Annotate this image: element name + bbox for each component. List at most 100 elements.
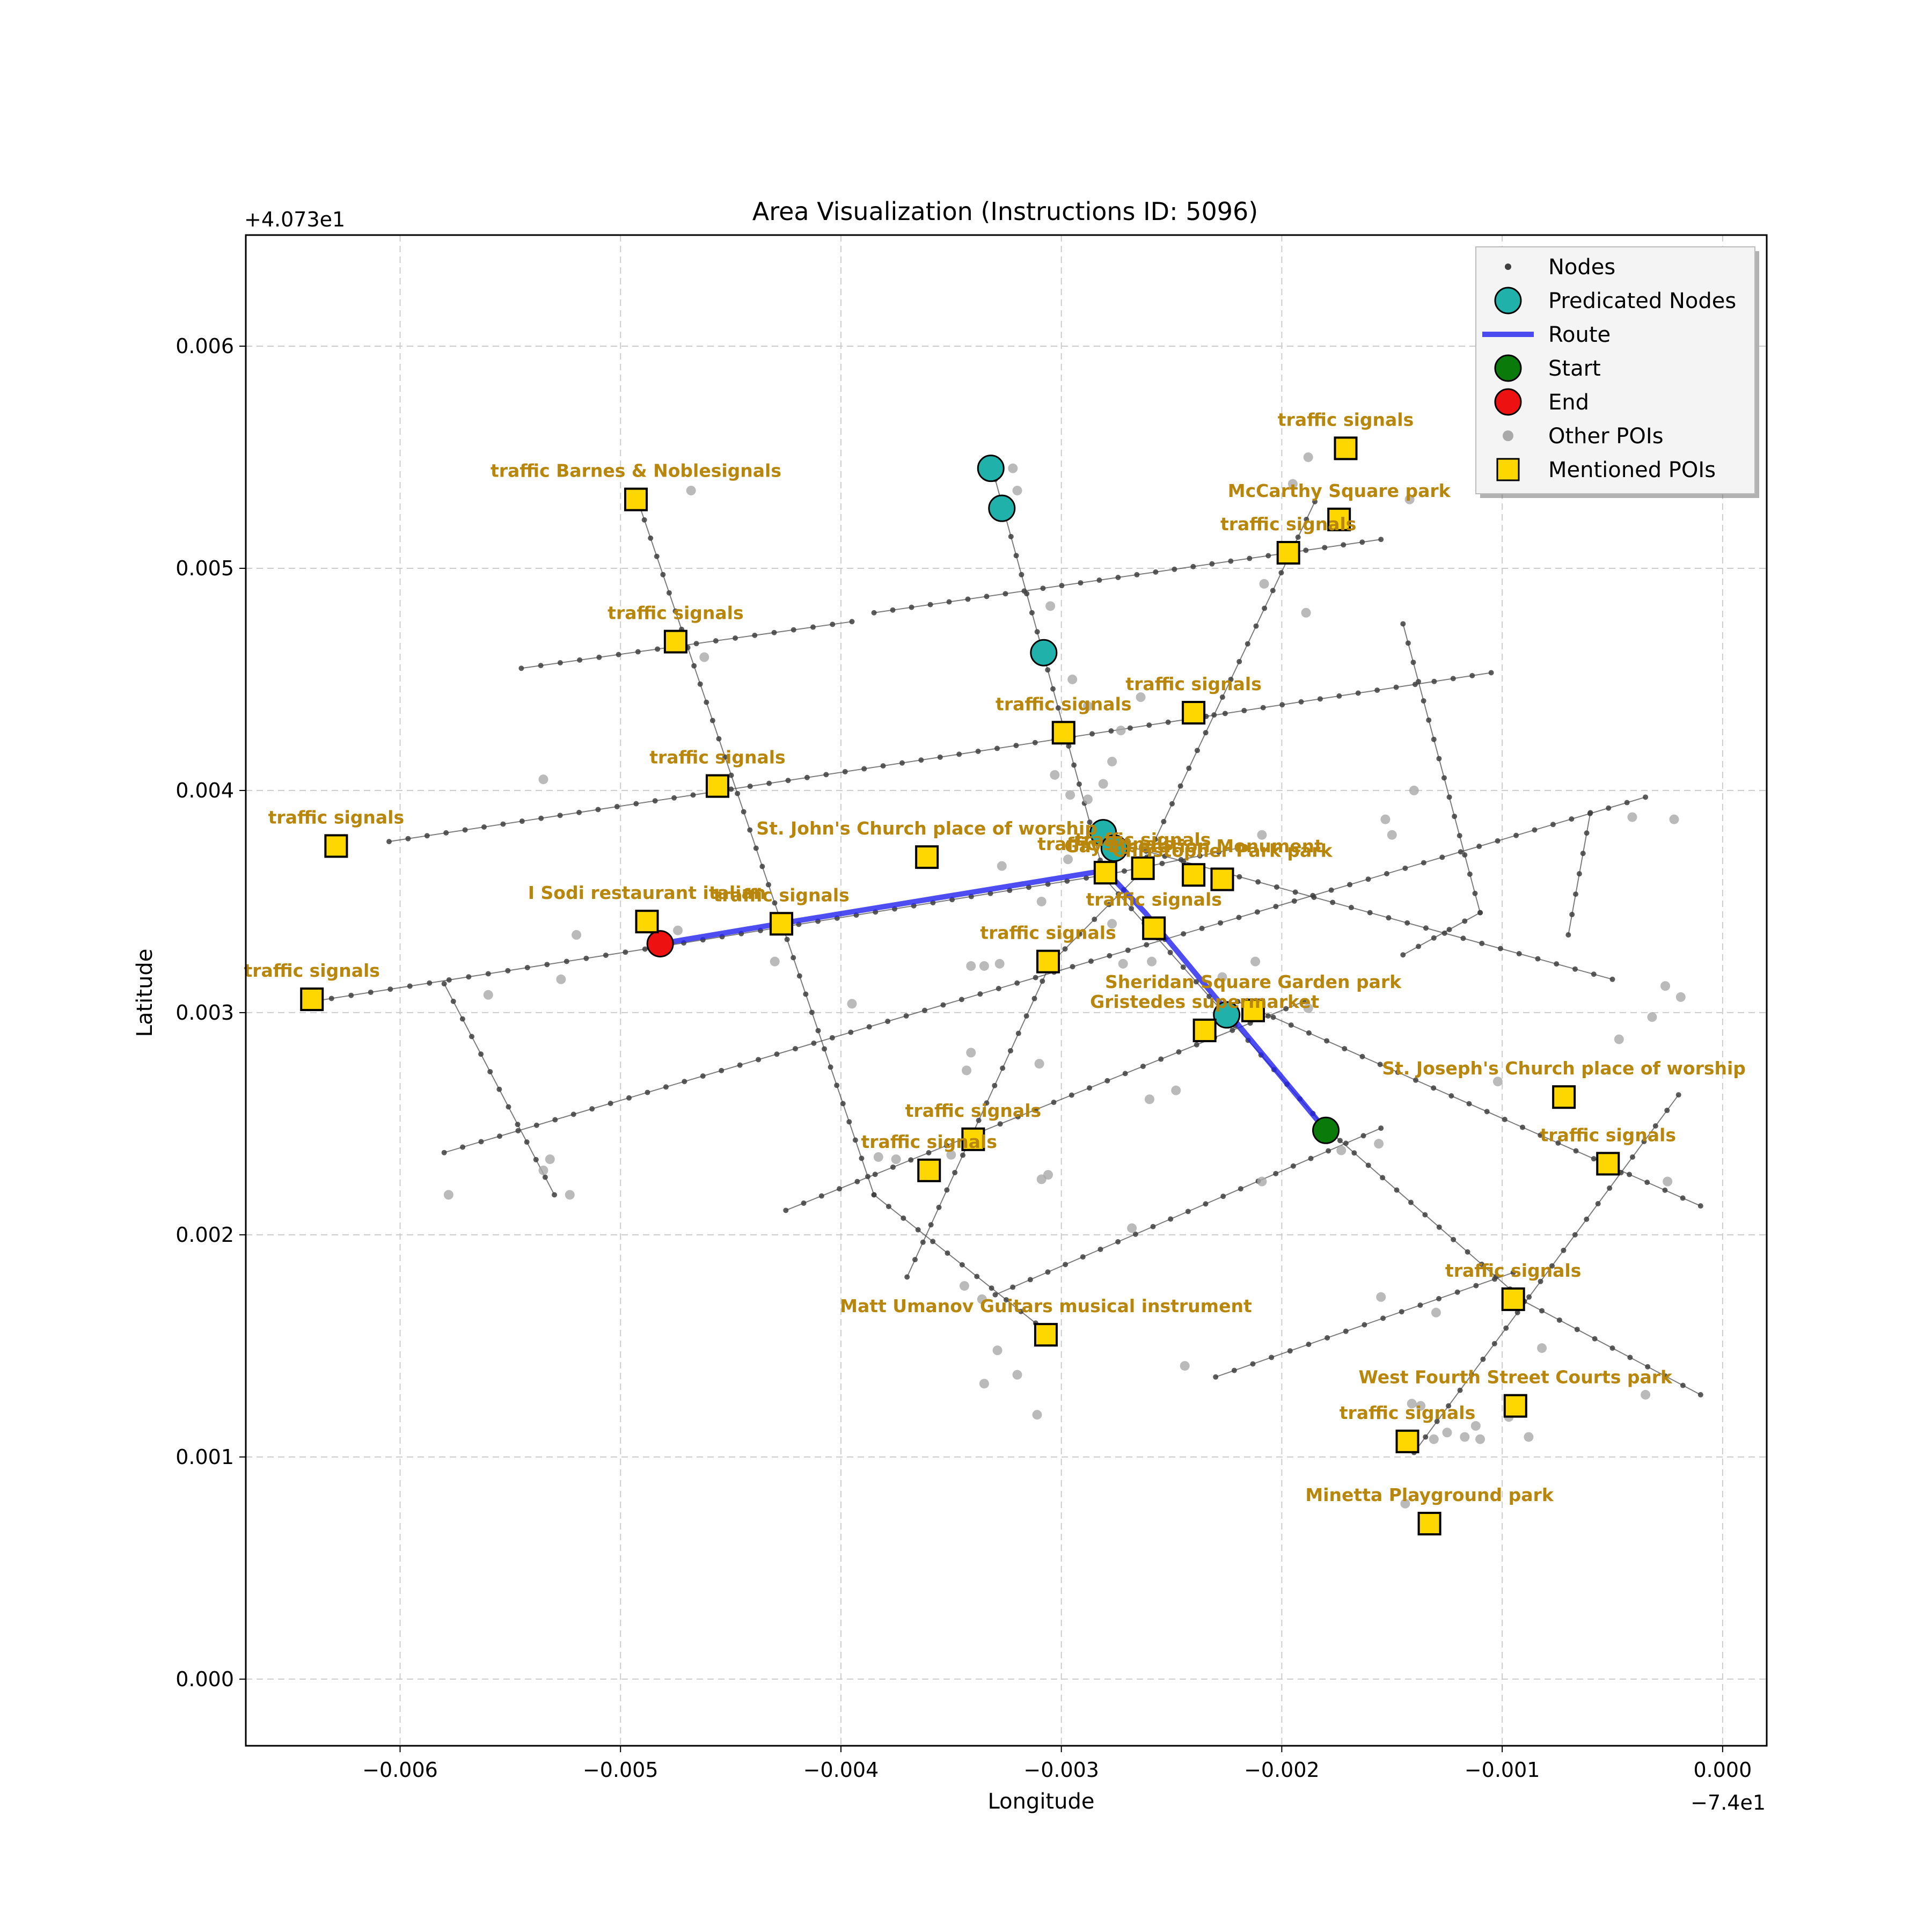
street-node [387,986,393,992]
start-marker [1312,1116,1340,1144]
mentioned-poi-label: traffic signals [608,603,743,624]
street-node [1324,1038,1330,1044]
street-segment [1414,1094,1679,1453]
mentioned-poi-label: traffic signals [1445,1260,1581,1281]
mentioned-poi-label: Sheridan Square Garden park [1105,971,1402,992]
street-node [1337,1138,1343,1144]
street-node [956,751,962,757]
street-node [642,946,648,952]
street-node [1431,1085,1437,1091]
street-node [784,936,790,942]
street-node [1115,574,1121,580]
street-node [890,1164,896,1170]
legend-nodes-label: Nodes [1548,255,1615,280]
predicated-node [988,494,1016,522]
mentioned-poi-marker [1276,540,1300,565]
y-axis-label: Latitude [133,949,157,1037]
street-node [1554,961,1560,967]
other-poi [946,1150,956,1160]
street-node [796,973,802,979]
street-node [603,952,609,958]
street-node [1416,943,1422,949]
street-node [441,981,447,987]
other-poi [891,1154,901,1165]
mentioned-poi-marker [1334,436,1358,460]
street-node [1218,920,1224,926]
street-node [1203,730,1209,736]
street-node [1431,678,1437,684]
street-node [992,1292,998,1298]
street-node [1040,978,1045,984]
street-node [1097,1246,1103,1252]
other-poi [979,961,989,971]
street-node [1078,580,1084,586]
mentioned-poi-marker [1501,1287,1525,1311]
x-tick-label: −0.004 [803,1758,879,1782]
street-node [915,1227,921,1233]
mentioned-poi-label: traffic signals [1075,829,1211,850]
mentioned-poi-marker [663,630,687,654]
street-node [538,663,544,669]
street-node [1421,698,1426,704]
y-tick-label: 0.006 [175,334,234,358]
street-node [1253,623,1259,629]
street-node [1236,874,1242,880]
other-poi [1065,790,1075,800]
street-node [1466,1101,1472,1107]
street-node [1115,891,1121,897]
other-poi [1303,1003,1313,1013]
street-segment [994,479,1106,880]
street-node [811,1040,817,1046]
mentioned-poi-label: traffic signals [996,693,1131,714]
street-node [1550,822,1556,828]
y-offset-label: +4.073e1 [244,208,345,231]
street-node [427,980,433,986]
street-node [386,839,392,845]
legend-start-marker [1494,354,1522,382]
street-node [1265,553,1271,559]
mentioned-poi-marker [1036,949,1060,974]
street-node [1007,1048,1013,1053]
street-node [1400,952,1406,958]
street-node [1359,539,1365,545]
street-node [997,1121,1003,1127]
street-node [1270,1014,1276,1020]
street-node [1158,1056,1164,1062]
street-node [1454,1289,1460,1295]
street-node [765,882,771,888]
street-node [728,772,734,778]
street-node [747,827,753,833]
predicated-nodes [977,455,1241,1029]
mentioned-poi-label: Gay Liberation Monument [1064,836,1323,857]
street-node [1290,1163,1296,1169]
mentioned-poi-marker [917,1158,941,1182]
street-node [1627,1172,1633,1177]
street-node [899,760,905,766]
street-node [1322,545,1328,551]
street-node [1033,975,1038,980]
street-node [1607,1185,1613,1191]
street-node [834,1082,840,1088]
street-node [880,763,886,769]
street-node [485,971,491,977]
other-poi [966,1048,976,1058]
street-node [1477,910,1483,916]
street-node [1004,1297,1009,1302]
mentioned-poi-label: St. Joseph's Church place of worship [1382,1058,1746,1079]
other-poi [1043,1170,1053,1180]
mentioned-poi-marker [1182,863,1206,887]
street-node [871,1192,877,1198]
street-node [909,604,914,610]
street-node [1317,696,1323,702]
other-poi [1404,494,1415,504]
street-node [1423,925,1429,931]
chart-title: Area Visualization (Instructions ID: 509… [752,197,1258,226]
street-node [635,649,641,655]
street-node [1000,1065,1006,1071]
street-node [791,627,796,633]
street-node [1088,958,1094,964]
street-node [984,1100,990,1106]
x-tick-label: 0.000 [1693,1758,1752,1782]
street-node [1077,931,1082,937]
